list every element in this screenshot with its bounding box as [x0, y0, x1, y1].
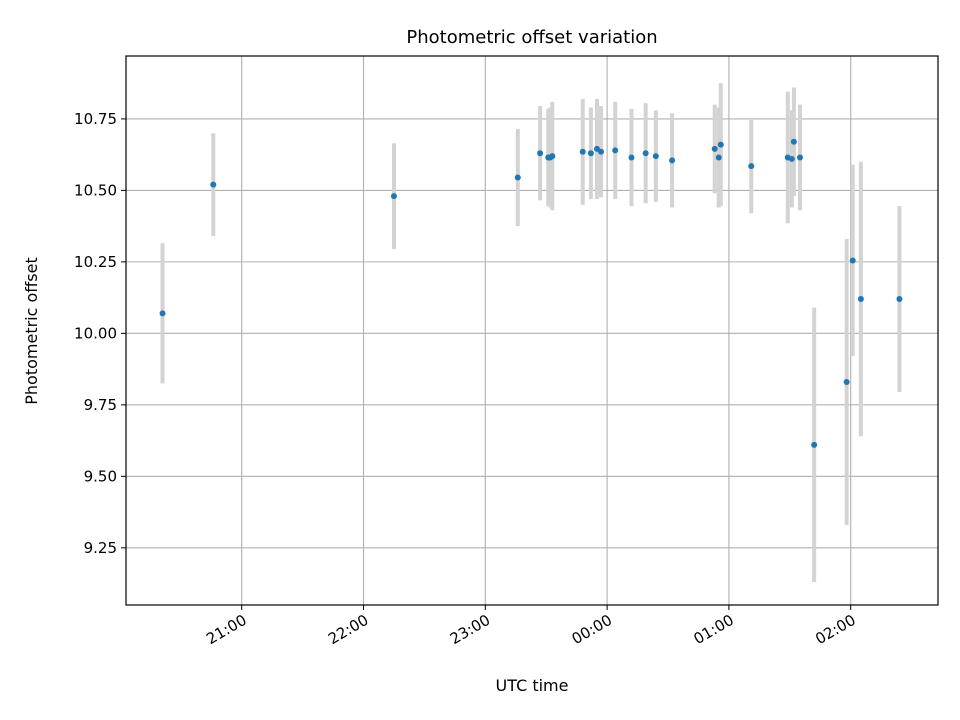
x-axis-label: UTC time [496, 676, 569, 695]
data-point [896, 296, 903, 303]
y-tick-label: 10.50 [74, 181, 117, 199]
data-point [587, 150, 594, 157]
data-point [796, 154, 803, 161]
data-point [711, 145, 718, 152]
data-point [669, 157, 676, 164]
y-tick-label: 10.75 [74, 110, 117, 128]
y-axis-label: Photometric offset [22, 257, 41, 405]
data-point [790, 138, 797, 145]
data-point [652, 153, 659, 160]
data-point [788, 155, 795, 162]
data-point [717, 141, 724, 148]
data-point [628, 154, 635, 161]
data-point [514, 174, 521, 181]
y-tick-label: 9.50 [84, 467, 117, 485]
data-point [612, 147, 619, 154]
data-point [159, 310, 166, 317]
data-point [537, 150, 544, 157]
grid [126, 56, 938, 605]
data-point [857, 296, 864, 303]
y-tick-label: 9.25 [84, 539, 117, 557]
y-tick-label: 10.00 [74, 324, 117, 342]
data-point [811, 441, 818, 448]
data-point [642, 150, 649, 157]
y-tick-label: 9.75 [84, 396, 117, 414]
data-point [549, 153, 556, 160]
data-points [159, 138, 903, 448]
y-tick-label: 10.25 [74, 253, 117, 271]
data-point [843, 378, 850, 385]
data-point [715, 154, 722, 161]
data-point [849, 257, 856, 264]
data-point [598, 148, 605, 155]
chart-title: Photometric offset variation [406, 27, 657, 48]
data-point [390, 193, 397, 200]
plot-frame [125, 55, 939, 606]
data-point [579, 148, 586, 155]
data-point [210, 181, 217, 188]
y-axis-ticks: 9.25 9.50 9.75 10.00 10.25 10.50 10.75 [74, 110, 126, 557]
data-point [748, 163, 755, 170]
